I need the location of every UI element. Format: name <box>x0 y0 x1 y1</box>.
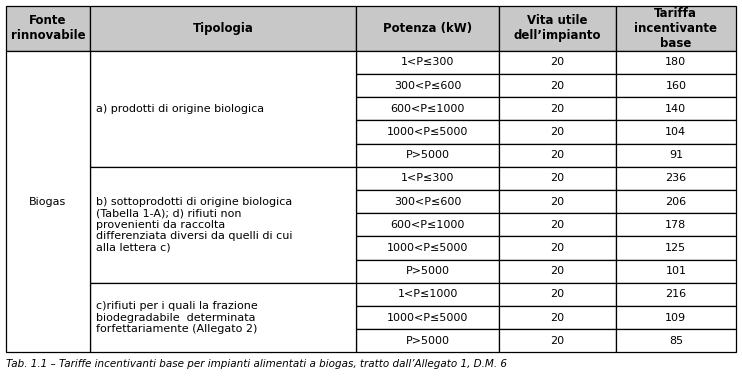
Text: 1000<P≤5000: 1000<P≤5000 <box>387 243 468 253</box>
Text: Vita utile
dell’impianto: Vita utile dell’impianto <box>513 14 601 42</box>
Text: 20: 20 <box>550 57 564 67</box>
Bar <box>90 51 356 167</box>
Text: 1000<P≤5000: 1000<P≤5000 <box>387 127 468 137</box>
Bar <box>499 236 616 260</box>
Text: 20: 20 <box>550 313 564 322</box>
Bar <box>616 190 736 213</box>
Bar <box>499 120 616 144</box>
Bar <box>616 236 736 260</box>
Text: 178: 178 <box>666 220 686 230</box>
Text: 236: 236 <box>666 173 686 183</box>
Bar <box>616 120 736 144</box>
Bar <box>356 306 499 329</box>
Bar <box>499 74 616 97</box>
Bar <box>356 51 499 74</box>
Bar <box>499 283 616 306</box>
Text: 1<P≤1000: 1<P≤1000 <box>398 290 458 300</box>
Bar <box>499 144 616 167</box>
Bar <box>6 51 90 352</box>
Text: 20: 20 <box>550 150 564 160</box>
Text: 101: 101 <box>666 266 686 276</box>
Bar <box>616 213 736 236</box>
Bar <box>356 213 499 236</box>
Text: 140: 140 <box>666 104 686 114</box>
Text: 20: 20 <box>550 173 564 183</box>
Bar <box>616 260 736 283</box>
Text: Fonte
rinnovabile: Fonte rinnovabile <box>10 14 85 42</box>
Text: c)rifiuti per i quali la frazione
biodegradabile  determinata
forfettariamente (: c)rifiuti per i quali la frazione biodeg… <box>96 301 257 334</box>
Text: b) sottoprodotti di origine biologica
(Tabella 1-A); d) rifiuti non
provenienti : b) sottoprodotti di origine biologica (T… <box>96 196 292 253</box>
Text: 1<P≤300: 1<P≤300 <box>401 57 454 67</box>
Text: 300<P≤600: 300<P≤600 <box>394 196 462 206</box>
Text: Potenza (kW): Potenza (kW) <box>383 22 472 35</box>
Text: Biogas: Biogas <box>29 196 67 206</box>
Bar <box>616 51 736 74</box>
Text: 20: 20 <box>550 104 564 114</box>
Bar <box>616 283 736 306</box>
Bar <box>616 306 736 329</box>
Bar <box>499 329 616 352</box>
Bar <box>90 6 356 51</box>
Bar <box>90 283 356 352</box>
Bar <box>616 97 736 120</box>
Text: 20: 20 <box>550 243 564 253</box>
Bar <box>616 144 736 167</box>
Bar <box>356 6 499 51</box>
Text: 104: 104 <box>666 127 686 137</box>
Bar <box>499 190 616 213</box>
Text: 20: 20 <box>550 266 564 276</box>
Text: 85: 85 <box>669 336 683 346</box>
Bar <box>356 144 499 167</box>
Text: 20: 20 <box>550 196 564 206</box>
Text: 125: 125 <box>666 243 686 253</box>
Text: 206: 206 <box>666 196 686 206</box>
Text: 20: 20 <box>550 80 564 91</box>
Text: 216: 216 <box>666 290 686 300</box>
Bar <box>356 120 499 144</box>
Text: 109: 109 <box>666 313 686 322</box>
Text: Tipologia: Tipologia <box>193 22 254 35</box>
Bar <box>499 167 616 190</box>
Bar <box>356 167 499 190</box>
Bar <box>6 6 90 51</box>
Text: a) prodotti di origine biologica: a) prodotti di origine biologica <box>96 104 264 114</box>
Text: Tariffa
incentivante
base: Tariffa incentivante base <box>634 7 718 50</box>
Text: 160: 160 <box>666 80 686 91</box>
Text: 300<P≤600: 300<P≤600 <box>394 80 462 91</box>
Bar <box>356 283 499 306</box>
Bar <box>499 6 616 51</box>
Bar <box>356 260 499 283</box>
Bar <box>499 51 616 74</box>
Bar <box>356 329 499 352</box>
Text: 600<P≤1000: 600<P≤1000 <box>390 220 464 230</box>
Bar <box>499 213 616 236</box>
Text: P>5000: P>5000 <box>406 266 450 276</box>
Text: 91: 91 <box>669 150 683 160</box>
Bar <box>356 190 499 213</box>
Bar <box>356 74 499 97</box>
Bar <box>356 236 499 260</box>
Text: 20: 20 <box>550 290 564 300</box>
Bar <box>616 74 736 97</box>
Text: 20: 20 <box>550 220 564 230</box>
Bar <box>356 97 499 120</box>
Bar <box>616 6 736 51</box>
Bar <box>616 329 736 352</box>
Bar <box>499 306 616 329</box>
Bar <box>499 260 616 283</box>
Text: P>5000: P>5000 <box>406 150 450 160</box>
Bar <box>616 167 736 190</box>
Text: 180: 180 <box>666 57 686 67</box>
Bar <box>499 97 616 120</box>
Text: Tab. 1.1 – Tariffe incentivanti base per impianti alimentati a biogas, tratto da: Tab. 1.1 – Tariffe incentivanti base per… <box>6 359 507 369</box>
Text: P>5000: P>5000 <box>406 336 450 346</box>
Text: 20: 20 <box>550 127 564 137</box>
Bar <box>90 167 356 283</box>
Text: 1000<P≤5000: 1000<P≤5000 <box>387 313 468 322</box>
Text: 20: 20 <box>550 336 564 346</box>
Text: 600<P≤1000: 600<P≤1000 <box>390 104 464 114</box>
Text: 1<P≤300: 1<P≤300 <box>401 173 454 183</box>
